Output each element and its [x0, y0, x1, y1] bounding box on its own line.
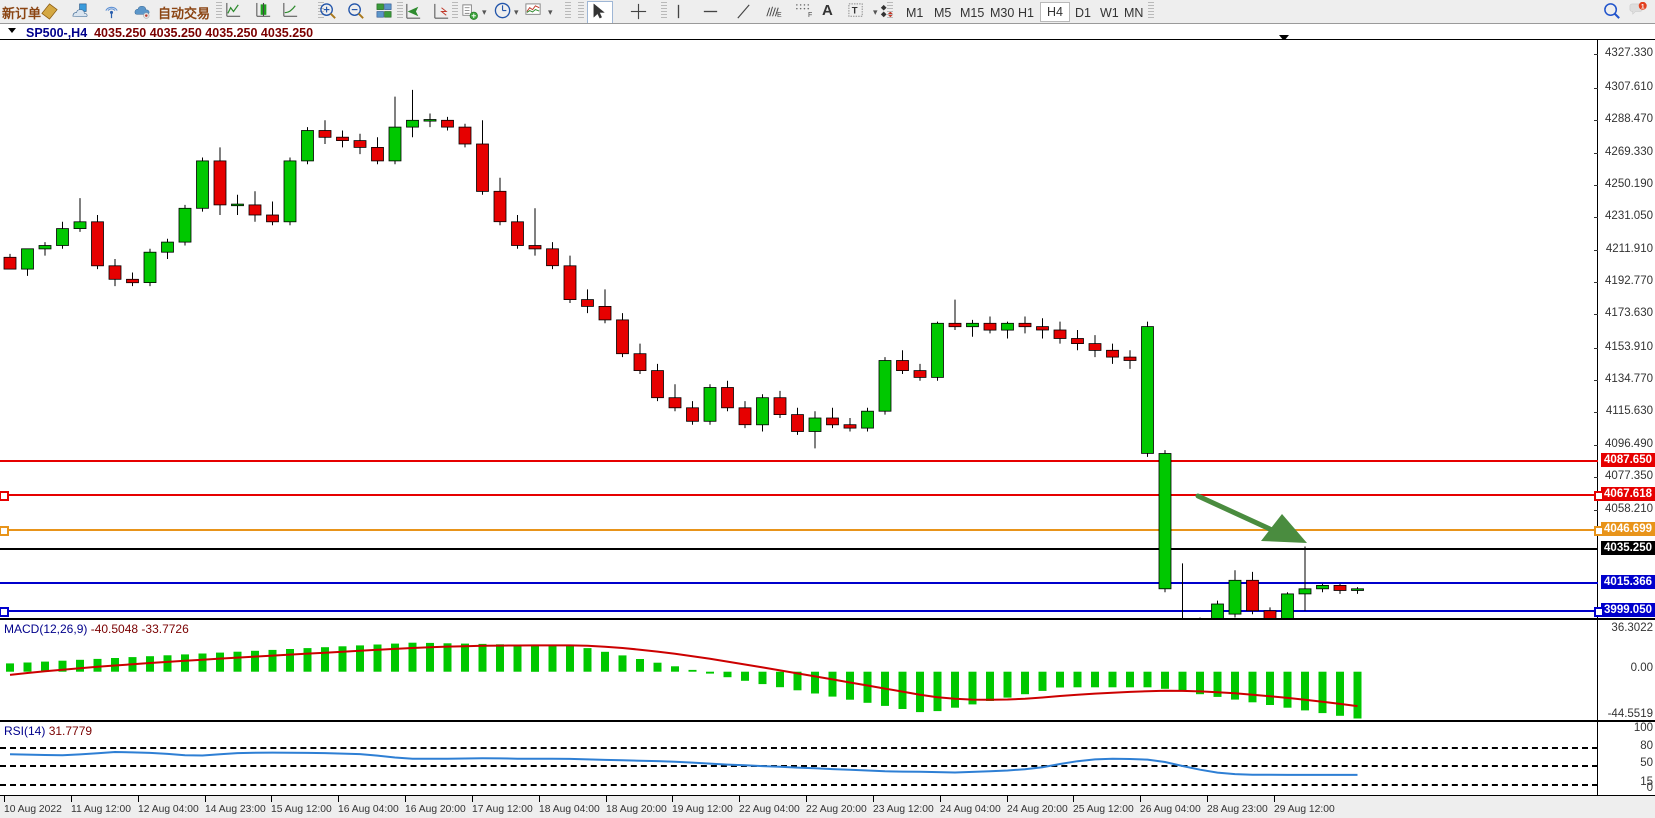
svg-text:T: T: [852, 5, 858, 16]
svg-text:1: 1: [1641, 3, 1645, 10]
